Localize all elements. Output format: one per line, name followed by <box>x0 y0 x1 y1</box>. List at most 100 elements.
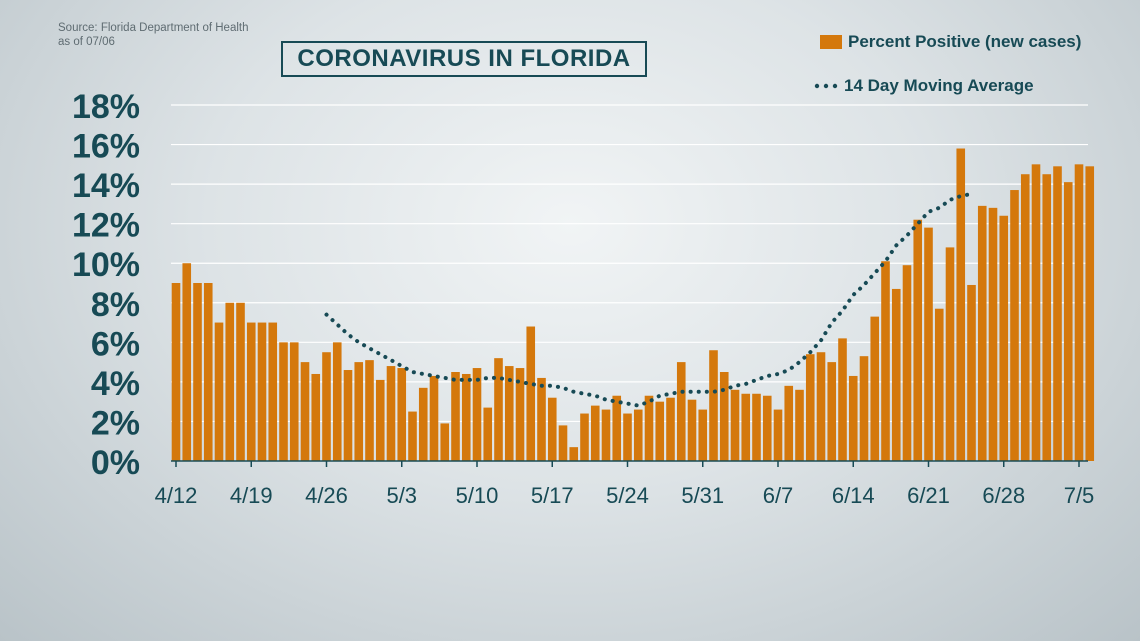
x-tick-label: 5/24 <box>606 483 649 508</box>
bar <box>193 283 202 461</box>
y-tick-label: 8% <box>91 286 140 324</box>
bar <box>633 409 643 461</box>
bar <box>666 397 675 461</box>
bar <box>612 395 622 461</box>
bar <box>526 326 536 461</box>
bar <box>881 261 890 461</box>
bar <box>429 375 439 461</box>
bar <box>504 366 514 461</box>
y-tick-label: 14% <box>72 167 140 205</box>
bar <box>203 283 213 461</box>
bar <box>322 352 331 461</box>
legend-bars-label: Percent Positive (new cases) <box>848 32 1082 51</box>
bar <box>171 283 181 461</box>
bar <box>859 356 869 461</box>
bar <box>246 322 256 461</box>
bar <box>461 373 471 461</box>
dotted-line-swatch <box>814 83 838 89</box>
bar-swatch <box>820 35 842 49</box>
bar <box>1031 164 1041 462</box>
bar <box>547 397 557 461</box>
bar <box>1042 174 1052 461</box>
bar <box>1053 166 1062 462</box>
bar <box>902 265 912 461</box>
y-tick-label: 16% <box>72 128 140 166</box>
bar <box>988 207 998 461</box>
x-tick-label: 4/19 <box>230 483 273 508</box>
source-note: Source: Florida Department of Health as … <box>58 21 248 49</box>
bar <box>762 395 772 461</box>
bar <box>375 379 385 461</box>
y-tick-label: 18% <box>72 88 140 126</box>
bar <box>182 263 192 461</box>
x-tick-label: 4/12 <box>155 483 198 508</box>
bar <box>225 302 235 461</box>
bar <box>569 447 579 461</box>
bar <box>214 322 224 461</box>
bar <box>773 409 783 461</box>
bar <box>515 368 525 461</box>
bar <box>752 393 761 461</box>
bar <box>977 205 987 461</box>
bar <box>805 354 815 461</box>
x-tick-label: 5/3 <box>386 483 417 508</box>
bar <box>934 308 944 461</box>
bar <box>623 413 632 461</box>
bar <box>236 302 245 461</box>
bar <box>1085 166 1095 462</box>
y-tick-label: 6% <box>91 325 140 363</box>
bar <box>687 399 697 461</box>
bar <box>1010 190 1019 462</box>
bar <box>279 342 288 461</box>
bar <box>848 375 858 461</box>
bar <box>418 387 428 461</box>
x-tick-label: 5/31 <box>681 483 724 508</box>
x-tick-label: 6/28 <box>982 483 1025 508</box>
bar <box>472 368 482 461</box>
bar <box>709 350 718 461</box>
y-tick-label: 10% <box>72 246 140 284</box>
bar <box>913 219 923 461</box>
bar <box>332 342 342 461</box>
legend-bars: Percent Positive (new cases) <box>820 32 1081 52</box>
bar <box>558 425 568 461</box>
bar <box>386 366 396 461</box>
bar <box>698 409 708 461</box>
source-line: Source: Florida Department of Health <box>58 22 249 34</box>
bar <box>719 372 729 461</box>
bar <box>999 215 1009 461</box>
bar <box>1020 174 1030 461</box>
x-tick-label: 5/10 <box>456 483 499 508</box>
bar <box>967 284 976 461</box>
bar <box>644 395 654 461</box>
bar <box>601 409 611 461</box>
x-tick-label: 5/17 <box>531 483 574 508</box>
bar <box>730 389 740 461</box>
x-tick-label: 6/14 <box>832 483 875 508</box>
bar <box>956 148 966 461</box>
bar <box>354 362 364 461</box>
bar <box>795 389 804 461</box>
bar <box>483 407 493 461</box>
bar <box>676 362 686 461</box>
bar <box>440 423 450 461</box>
legend-line-label: 14 Day Moving Average <box>844 76 1034 95</box>
y-tick-label: 12% <box>72 207 140 245</box>
bar <box>365 360 374 461</box>
bar <box>268 322 278 461</box>
bar <box>741 393 751 461</box>
bar <box>257 322 267 461</box>
bar <box>924 227 933 461</box>
x-tick-label: 4/26 <box>305 483 348 508</box>
bar <box>1063 182 1073 461</box>
bar <box>870 316 880 461</box>
y-tick-label: 0% <box>91 444 140 482</box>
bar <box>494 358 503 461</box>
bar <box>300 362 310 461</box>
bar <box>590 405 600 461</box>
bar <box>451 372 460 461</box>
bar <box>891 288 901 461</box>
bar <box>408 411 417 461</box>
bar <box>537 377 546 461</box>
